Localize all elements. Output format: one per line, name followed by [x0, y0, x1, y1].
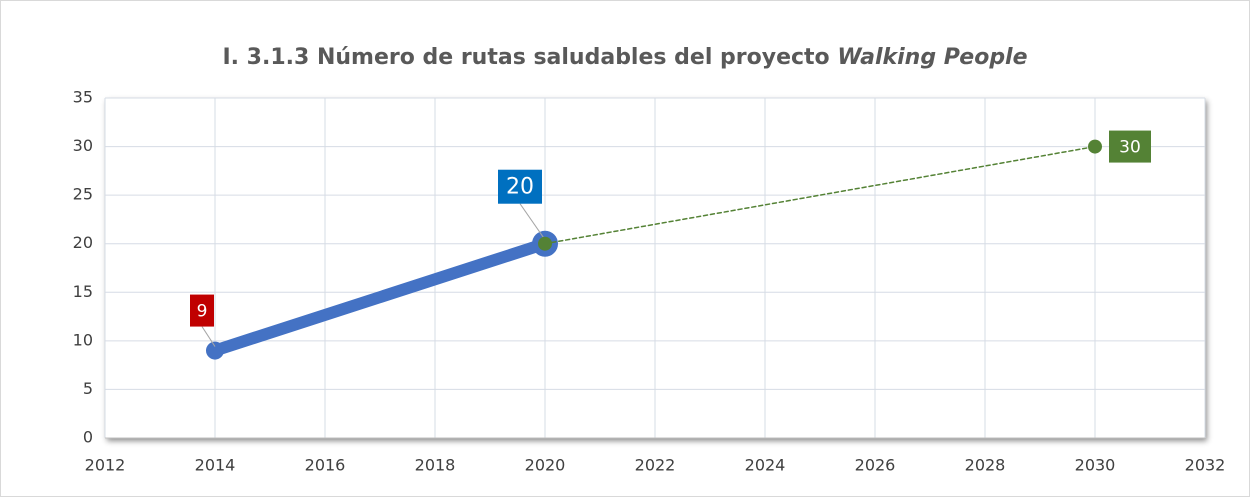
data-point	[206, 341, 224, 360]
x-tick-label: 2022	[635, 456, 676, 475]
x-tick-label: 2014	[195, 456, 236, 475]
x-tick-label: 2026	[855, 456, 896, 475]
x-tick-label: 2018	[415, 456, 456, 475]
series-line	[544, 145, 1096, 245]
leader-line	[201, 326, 216, 347]
x-tick-label: 2012	[85, 456, 126, 475]
data-label-box	[498, 169, 542, 204]
y-tick-label: 10	[73, 330, 93, 349]
leader-line	[519, 203, 546, 240]
x-tick-label: 2028	[965, 456, 1006, 475]
y-tick-label: 35	[73, 88, 93, 107]
x-tick-label: 2032	[1185, 456, 1226, 475]
x-tick-label: 2020	[525, 456, 566, 475]
y-tick-label: 5	[83, 379, 93, 398]
data-label-box	[190, 294, 214, 327]
title-main: I. 3.1.3 Número de rutas saludables del …	[222, 45, 829, 70]
y-tick-label: 15	[73, 282, 93, 301]
x-tick-label: 2016	[305, 456, 346, 475]
y-tick-label: 30	[73, 136, 93, 155]
data-label-box	[1109, 130, 1151, 163]
x-tick-label: 2030	[1075, 456, 1116, 475]
y-tick-label: 0	[83, 428, 93, 447]
y-tick-label: 20	[73, 233, 93, 252]
y-tick-label: 25	[73, 185, 93, 204]
series-line	[209, 237, 551, 357]
data-point	[538, 236, 552, 251]
x-tick-label: 2024	[745, 456, 786, 475]
data-point	[1088, 139, 1102, 154]
title-italic: Walking People	[837, 45, 1027, 70]
chart-title: I. 3.1.3 Número de rutas saludables del …	[222, 45, 1027, 70]
data-label: 20	[506, 175, 534, 200]
data-label: 9	[197, 302, 208, 322]
data-label: 30	[1119, 138, 1141, 158]
